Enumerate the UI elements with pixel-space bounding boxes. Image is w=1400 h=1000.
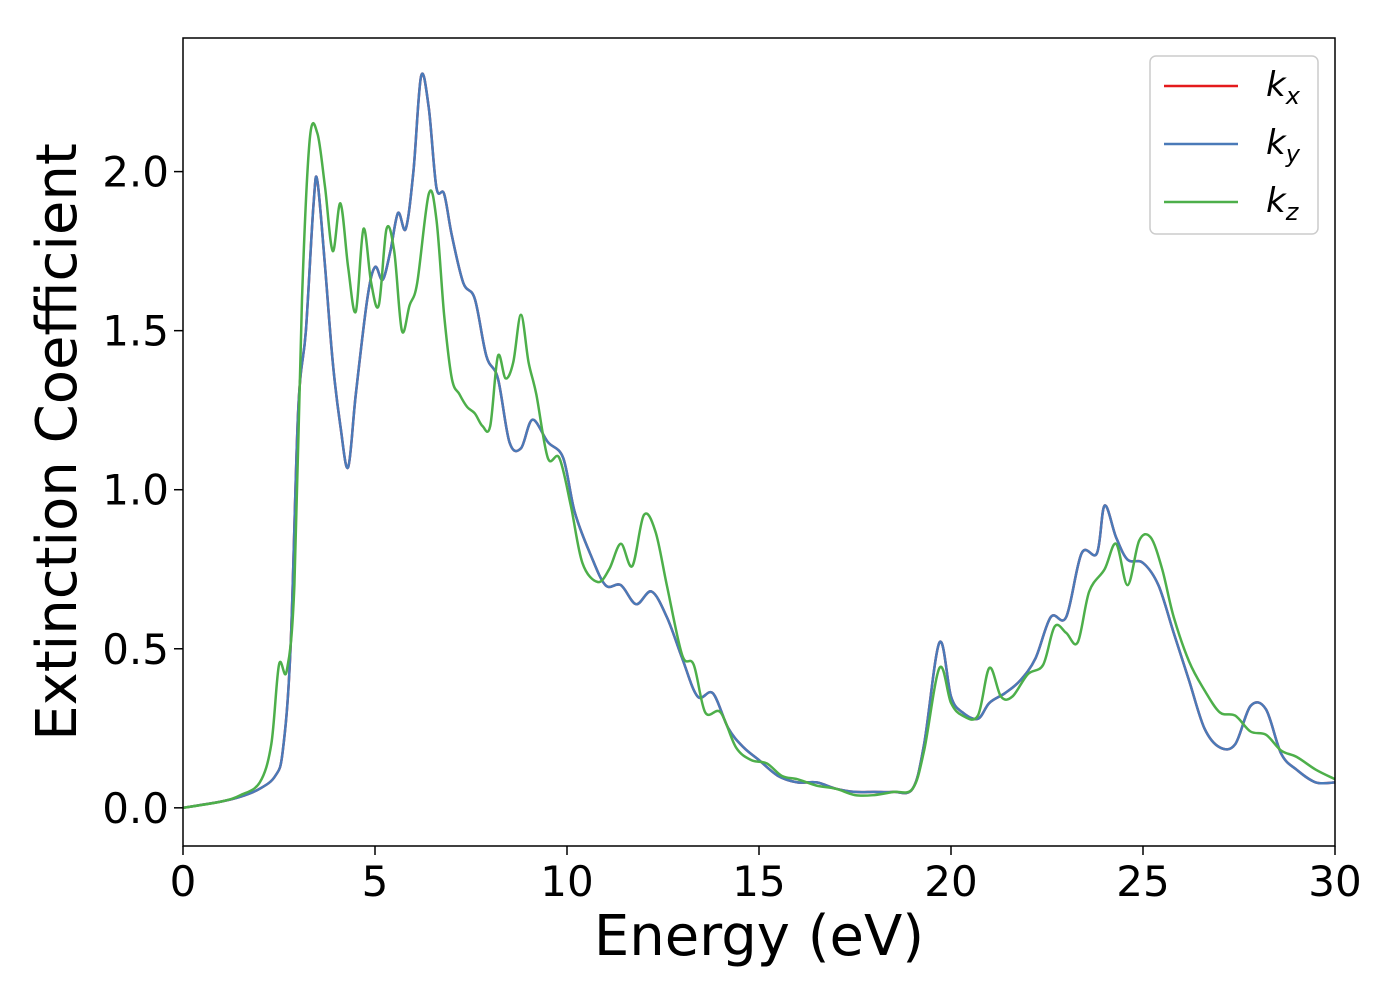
x-tick-label: 20 xyxy=(924,857,977,906)
legend-label-y: ky xyxy=(1266,123,1301,168)
x-axis-label: Energy (eV) xyxy=(594,904,924,969)
legend-label-z: kz xyxy=(1266,181,1300,226)
y-tick-label: 1.0 xyxy=(102,466,169,515)
y-tick-label: 2.0 xyxy=(102,148,169,197)
x-tick-label: 5 xyxy=(362,857,389,906)
x-tick-label: 30 xyxy=(1308,857,1361,906)
y-tick-label: 0.5 xyxy=(102,625,169,674)
x-tick-label: 10 xyxy=(540,857,593,906)
legend-label-x: kx xyxy=(1266,65,1301,110)
y-tick-label: 0.0 xyxy=(102,784,169,833)
series-line-y xyxy=(182,72,1336,810)
legend: kx ky kz xyxy=(1149,55,1319,235)
x-tick-label: 25 xyxy=(1116,857,1169,906)
x-tick-label: 0 xyxy=(170,857,197,906)
y-axis-ticks: 0.0 0.5 1.0 1.5 2.0 xyxy=(102,148,183,833)
x-axis-ticks: 0 5 10 15 20 25 30 xyxy=(170,846,1362,906)
y-tick-label: 1.5 xyxy=(102,307,169,356)
series-layer xyxy=(182,72,1336,810)
x-tick-label: 15 xyxy=(732,857,785,906)
series-line-z xyxy=(182,122,1336,810)
y-axis-label: Extinction Coefficient xyxy=(25,143,90,741)
